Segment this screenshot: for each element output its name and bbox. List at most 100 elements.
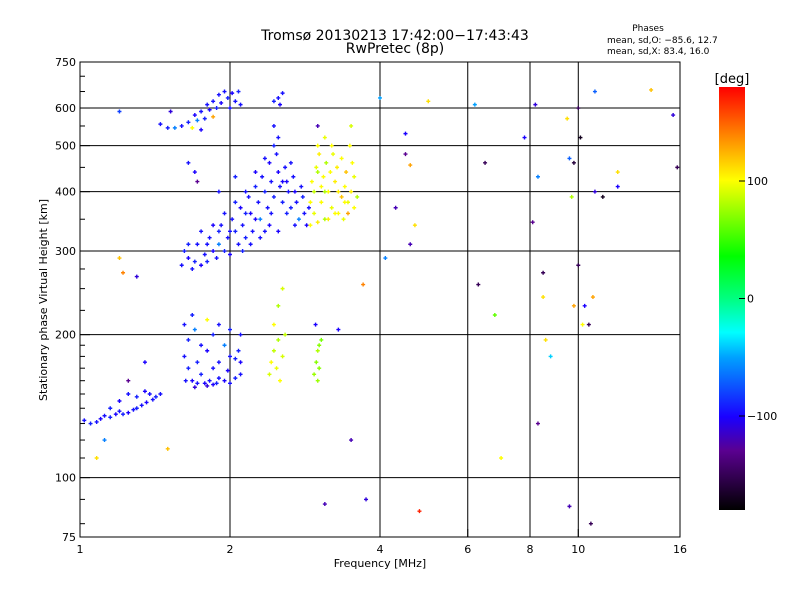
- data-point: [328, 170, 333, 175]
- data-point: [278, 102, 283, 107]
- data-point: [321, 174, 326, 179]
- data-point: [283, 165, 288, 170]
- data-point: [541, 295, 546, 300]
- data-point: [214, 381, 219, 386]
- data-point: [236, 242, 241, 247]
- data-points: [82, 87, 680, 526]
- colorbar-tick-label: −100: [747, 410, 777, 423]
- data-point: [225, 235, 230, 240]
- data-point: [541, 270, 546, 275]
- data-point: [102, 413, 107, 418]
- data-point: [192, 113, 197, 118]
- data-point: [586, 322, 591, 327]
- data-point: [649, 87, 654, 92]
- data-point: [333, 179, 338, 184]
- data-point: [216, 360, 221, 365]
- data-point: [182, 354, 187, 359]
- data-point: [211, 114, 216, 119]
- data-point: [324, 160, 329, 165]
- data-point: [182, 249, 187, 254]
- data-point: [276, 95, 281, 100]
- data-point: [240, 249, 245, 254]
- data-point: [228, 327, 232, 332]
- data-point: [309, 179, 314, 184]
- data-point: [269, 211, 274, 216]
- data-point: [117, 109, 122, 114]
- data-point: [142, 389, 147, 394]
- data-point: [276, 229, 281, 234]
- data-point: [260, 174, 265, 179]
- data-point: [228, 106, 232, 111]
- data-point: [403, 131, 408, 136]
- colorbar-tick-label: 100: [747, 175, 768, 188]
- data-point: [314, 360, 319, 365]
- data-point: [158, 392, 163, 397]
- data-point: [271, 194, 276, 199]
- colorbar-tick-label: 0: [747, 293, 754, 306]
- data-point: [349, 438, 354, 443]
- data-point: [225, 95, 230, 100]
- data-point: [299, 184, 304, 189]
- data-point: [121, 412, 126, 417]
- data-point: [315, 143, 320, 148]
- data-point: [308, 223, 313, 228]
- y-tick-label: 750: [55, 56, 76, 69]
- data-point: [243, 211, 248, 216]
- y-tick-label: 600: [55, 102, 76, 115]
- data-point: [211, 99, 216, 104]
- data-point: [94, 455, 99, 460]
- x-tick-label: 8: [527, 543, 534, 556]
- data-point: [315, 378, 320, 383]
- data-point: [216, 376, 221, 381]
- data-point: [278, 378, 283, 383]
- data-point: [291, 174, 296, 179]
- data-point: [243, 235, 248, 240]
- y-tick-label: 400: [55, 186, 76, 199]
- data-point: [192, 170, 197, 175]
- data-point: [265, 205, 270, 210]
- colorbar-ticks: 100 0 −100: [739, 175, 777, 423]
- data-point: [211, 366, 216, 371]
- data-point: [207, 107, 212, 112]
- data-point: [565, 116, 570, 121]
- data-point: [202, 116, 207, 121]
- data-point: [319, 184, 324, 189]
- data-point: [315, 170, 320, 175]
- data-point: [190, 125, 195, 130]
- data-point: [134, 406, 139, 411]
- data-point: [361, 282, 366, 287]
- data-point: [186, 366, 191, 371]
- data-point: [280, 91, 285, 96]
- data-point: [238, 205, 243, 210]
- phases-heading: Phases: [632, 24, 664, 34]
- data-point: [225, 368, 230, 373]
- data-point: [615, 184, 620, 189]
- data-point: [186, 337, 191, 342]
- data-point: [248, 211, 253, 216]
- data-point: [202, 252, 207, 257]
- data-point: [352, 174, 357, 179]
- data-point: [139, 403, 144, 408]
- data-point: [280, 354, 285, 359]
- data-point: [331, 152, 336, 157]
- data-point: [253, 217, 258, 222]
- data-point: [267, 160, 272, 165]
- data-point: [317, 343, 322, 348]
- data-point: [253, 170, 258, 175]
- data-point: [319, 200, 324, 205]
- x-tick-label: 2: [227, 543, 234, 556]
- data-point: [314, 165, 319, 170]
- data-point: [342, 200, 347, 205]
- data-point: [183, 378, 188, 383]
- data-point: [190, 313, 195, 318]
- data-point: [276, 135, 281, 140]
- data-point: [228, 354, 232, 359]
- data-point: [300, 194, 305, 199]
- x-tick-label: 10: [571, 543, 585, 556]
- data-point: [228, 229, 232, 234]
- data-point: [117, 256, 122, 261]
- data-point: [383, 256, 388, 261]
- data-point: [312, 211, 317, 216]
- data-point: [230, 91, 235, 96]
